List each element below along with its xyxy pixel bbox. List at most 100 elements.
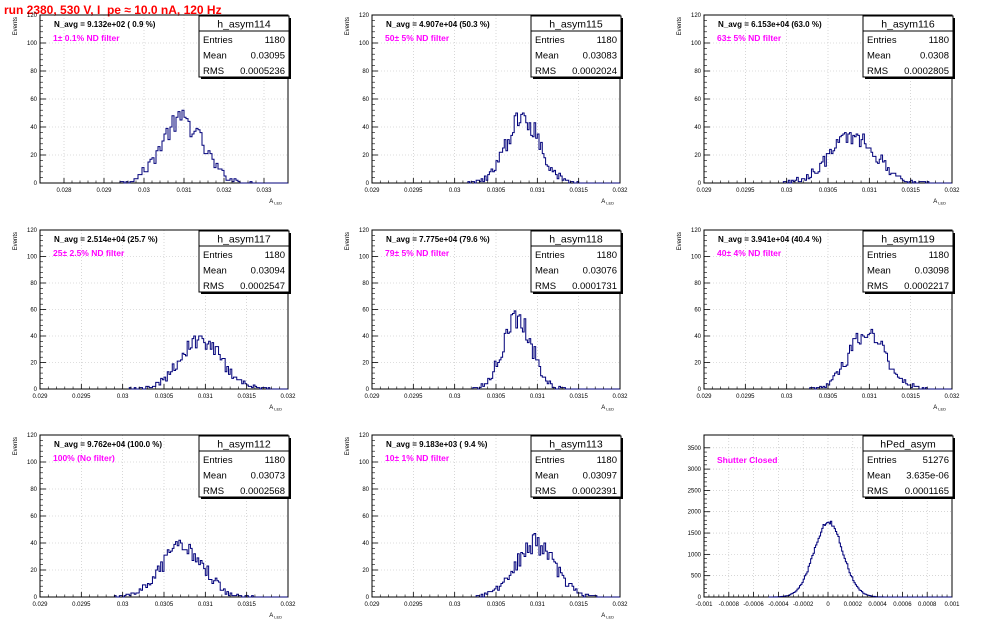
y-tick-label: 40	[694, 125, 701, 131]
x-tick-label: 0.032	[280, 394, 296, 400]
y-axis-title: Events	[13, 437, 19, 455]
x-tick-label: 0.0295	[736, 188, 755, 194]
y-tick-label: 100	[27, 41, 38, 47]
x-tick-label: 0.0315	[569, 394, 588, 400]
stats-label-entries: Entries	[867, 250, 897, 261]
x-tick-label: 0.032	[216, 188, 232, 194]
y-tick-label: 80	[694, 281, 701, 287]
x-tick-label: 0.0295	[72, 394, 91, 400]
y-tick-label: 20	[30, 361, 37, 367]
stats-label-mean: Mean	[535, 266, 559, 277]
x-tick-label: 0.0295	[404, 394, 423, 400]
stats-value-rms: 0.0002024	[572, 66, 617, 77]
x-axis-title: ALED	[601, 405, 614, 412]
histogram-panel-h_asym112: 0.029 0.0295 0.03 0.0305 0.031 0.0315 0.032 0 20…	[13, 433, 296, 620]
filter-annotation: 79± 5% ND filter	[385, 248, 450, 258]
navg-label: N_avg = 7.775e+04 (79.6 %)	[386, 235, 490, 244]
stats-value-entries: 1180	[929, 250, 949, 261]
filter-annotation: 1± 0.1% ND filter	[53, 33, 120, 43]
x-axis-title: ALED	[933, 405, 946, 412]
filter-annotation: 10± 1% ND filter	[385, 453, 450, 463]
stats-box	[530, 435, 622, 498]
y-tick-label: 80	[362, 69, 369, 75]
stats-title: h_asym115	[549, 19, 603, 31]
x-tick-label: 0.0315	[901, 394, 920, 400]
stats-label-entries: Entries	[203, 250, 233, 261]
x-tick-label: 0.0305	[819, 394, 838, 400]
y-tick-label: 0	[366, 595, 370, 601]
x-tick-label: -0.0002	[793, 602, 814, 608]
x-tick-label: 0.03	[781, 394, 793, 400]
navg-label: N_avg = 2.514e+04 (25.7 %)	[54, 235, 158, 244]
x-tick-label: 0.032	[944, 394, 960, 400]
stats-value-entries: 1180	[597, 455, 617, 466]
stats-label-entries: Entries	[867, 455, 897, 466]
y-tick-label: 80	[362, 281, 369, 287]
stats-label-mean: Mean	[867, 471, 891, 482]
navg-label: N_avg = 6.153e+04 (63.0 %)	[718, 20, 822, 29]
stats-label-rms: RMS	[535, 281, 556, 292]
x-tick-label: 0.032	[612, 602, 628, 608]
x-tick-label: 0.001	[944, 602, 960, 608]
y-tick-label: 20	[30, 568, 37, 574]
y-axis-title: Events	[345, 437, 351, 455]
stats-value-entries: 1180	[265, 35, 285, 46]
y-tick-label: 20	[30, 153, 37, 159]
stats-label-rms: RMS	[535, 486, 556, 497]
y-tick-label: 3000	[688, 467, 702, 473]
filter-annotation: 25± 2.5% ND filter	[53, 248, 125, 258]
y-tick-label: 0	[366, 181, 370, 187]
x-tick-label: 0.031	[530, 602, 546, 608]
x-tick-label: 0.03	[117, 602, 129, 608]
y-tick-label: 100	[359, 460, 370, 466]
stats-label-mean: Mean	[203, 471, 227, 482]
x-tick-label: 0.0305	[155, 602, 174, 608]
x-tick-label: 0.0008	[918, 602, 937, 608]
histogram-panel-hPed_asym: -0.001 -0.0008 -0.0006 -0.0004 -0.0002 0 0.000…	[688, 434, 960, 608]
histogram-series	[809, 328, 952, 390]
x-tick-label: 0.029	[32, 394, 48, 400]
stats-value-mean: 0.0308	[920, 51, 949, 62]
stats-value-mean: 3.635e-06	[906, 471, 949, 482]
y-tick-label: 120	[691, 13, 702, 19]
x-tick-label: 0.0315	[569, 602, 588, 608]
y-tick-label: 60	[362, 308, 369, 314]
navg-label: N_avg = 3.941e+04 (40.4 %)	[718, 235, 822, 244]
x-tick-label: 0.032	[612, 394, 628, 400]
stats-label-rms: RMS	[867, 66, 888, 77]
y-tick-label: 20	[694, 361, 701, 367]
stats-label-mean: Mean	[203, 266, 227, 277]
y-tick-label: 1000	[688, 552, 702, 558]
y-tick-label: 40	[694, 334, 701, 340]
y-tick-label: 40	[362, 125, 369, 131]
y-tick-label: 120	[27, 433, 38, 439]
y-tick-label: 40	[362, 334, 369, 340]
x-tick-label: 0.029	[96, 188, 112, 194]
stats-label-mean: Mean	[535, 471, 559, 482]
y-tick-label: 40	[362, 541, 369, 547]
stats-label-rms: RMS	[203, 66, 224, 77]
x-tick-label: 0.0305	[487, 188, 506, 194]
stats-value-rms: 0.0002547	[240, 281, 285, 292]
y-tick-label: 60	[30, 514, 37, 520]
stats-label-mean: Mean	[867, 51, 891, 62]
run-title: run 2380, 530 V, I_pe ≈ 10.0 nA, 120 Hz	[4, 3, 222, 17]
stats-value-mean: 0.03094	[251, 266, 285, 277]
y-tick-label: 20	[362, 568, 369, 574]
navg-label: N_avg = 4.907e+04 (50.3 %)	[386, 20, 490, 29]
x-tick-label: 0.0295	[404, 188, 423, 194]
histogram-panel-h_asym114: 0.028 0.029 0.03 0.031 0.032 0.033 0 20 40 60 80 10…	[13, 13, 291, 206]
y-tick-label: 0	[34, 595, 38, 601]
y-tick-label: 120	[359, 13, 370, 19]
x-tick-label: 0.031	[862, 188, 878, 194]
x-tick-label: 0.0295	[404, 602, 423, 608]
stats-value-mean: 0.03073	[251, 471, 285, 482]
stats-title: h_asym112	[217, 439, 271, 451]
x-tick-label: 0.03	[138, 188, 150, 194]
y-tick-label: 80	[30, 281, 37, 287]
y-axis-title: Events	[13, 17, 19, 35]
x-tick-label: 0.031	[530, 188, 546, 194]
y-tick-label: 40	[30, 125, 37, 131]
stats-value-entries: 1180	[265, 250, 285, 261]
y-tick-label: 0	[698, 595, 702, 601]
